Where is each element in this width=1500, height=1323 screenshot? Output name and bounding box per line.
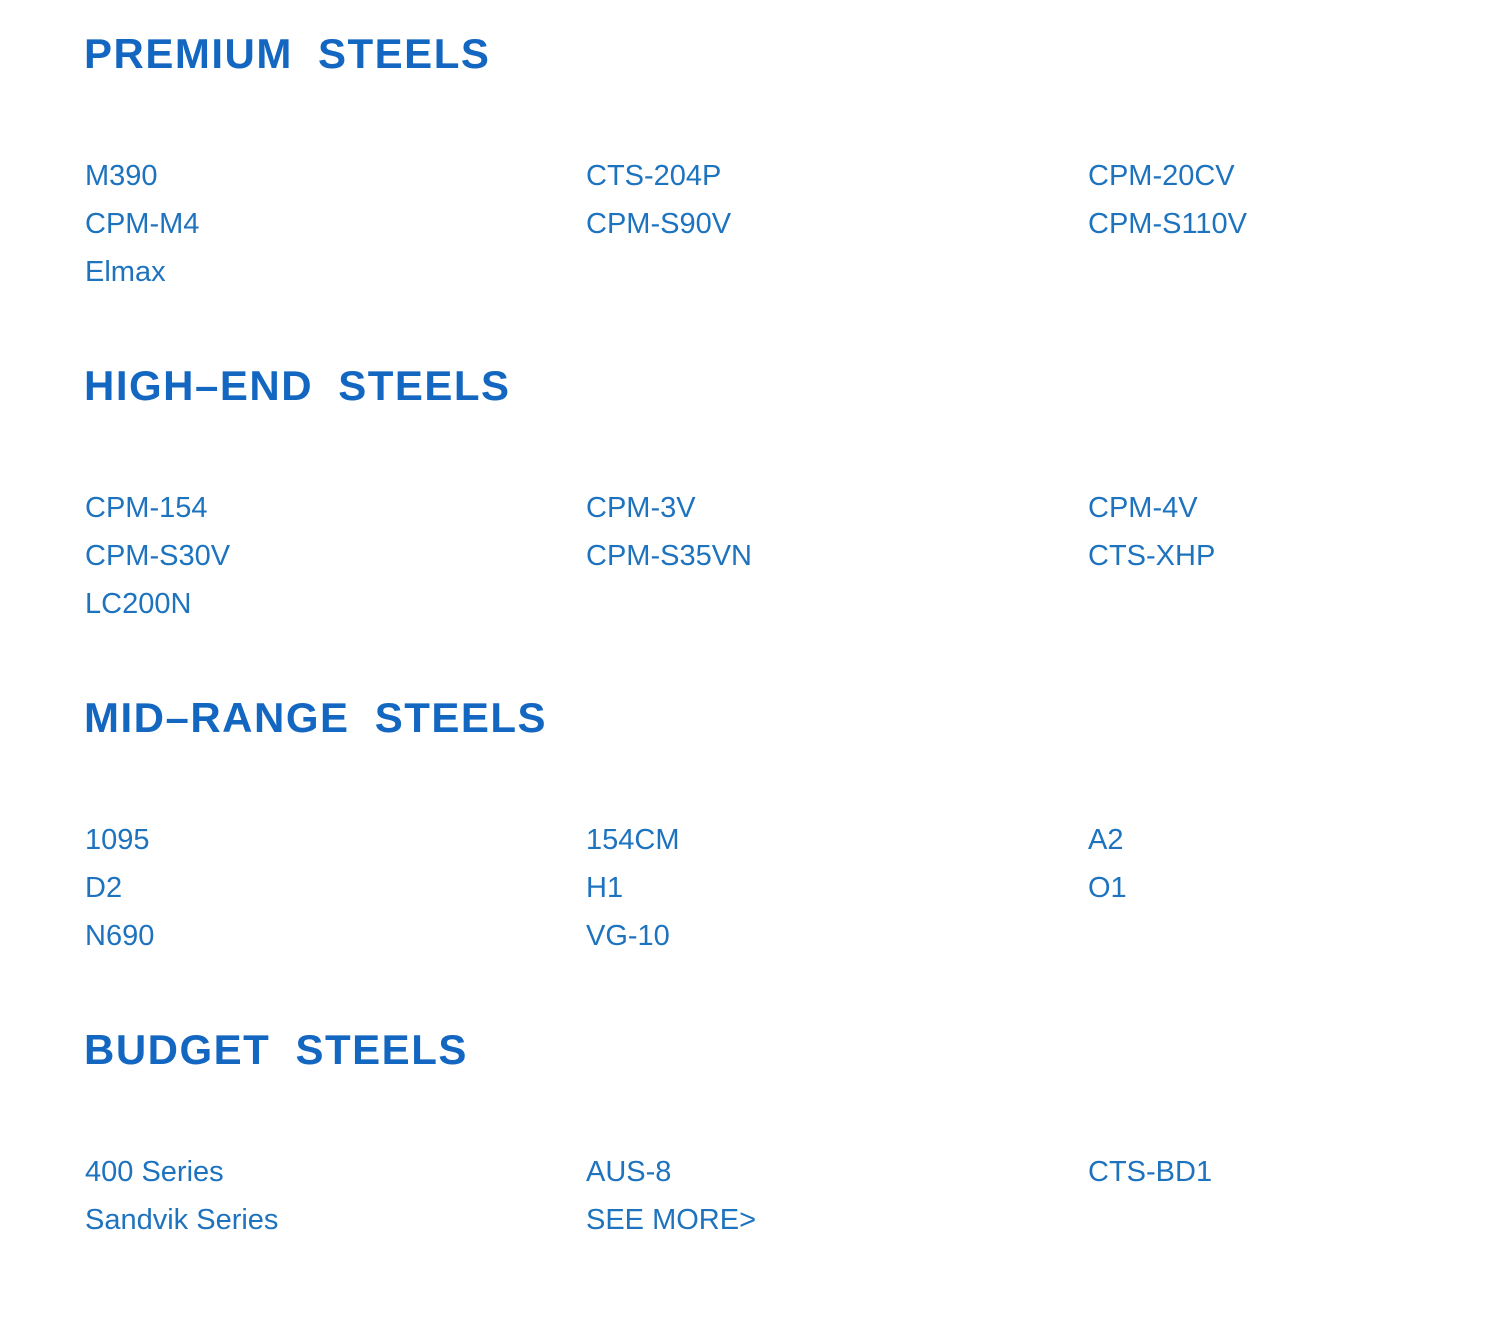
section-title-high-end: HIGH–END STEELS <box>84 362 511 409</box>
steel-link-elmax[interactable]: Elmax <box>85 256 166 288</box>
mid-range-col-3: A2 O1 <box>1087 816 1500 960</box>
mid-range-col-1: 1095 D2 N690 <box>84 816 585 960</box>
see-more-link[interactable]: SEE MORE> <box>586 1204 757 1236</box>
steel-link-sandvik-series[interactable]: Sandvik Series <box>85 1204 279 1236</box>
steel-link-cpm-4v[interactable]: CPM-4V <box>1088 492 1198 524</box>
high-end-col-3: CPM-4V CTS-XHP <box>1087 484 1500 628</box>
mid-range-col-2: 154CM H1 VG-10 <box>585 816 1087 960</box>
section-mid-range-steels: MID–RANGE STEELS 1095 D2 N690 154CM H1 V… <box>84 696 1500 960</box>
steel-link-cpm-m4[interactable]: CPM-M4 <box>85 208 200 240</box>
steel-link-cpm-20cv[interactable]: CPM-20CV <box>1088 160 1235 192</box>
steel-link-154cm[interactable]: 154CM <box>586 824 680 856</box>
steel-link-lc200n[interactable]: LC200N <box>85 588 192 620</box>
section-title-premium: PREMIUM STEELS <box>84 30 491 77</box>
steel-link-cpm-s90v[interactable]: CPM-S90V <box>586 208 732 240</box>
section-premium-steels: PREMIUM STEELS M390 CPM-M4 Elmax CTS-204… <box>84 32 1500 296</box>
steel-link-cpm-s30v[interactable]: CPM-S30V <box>85 540 231 572</box>
section-budget-steels: BUDGET STEELS 400 Series Sandvik Series … <box>84 1028 1500 1244</box>
steel-link-cpm-154[interactable]: CPM-154 <box>85 492 208 524</box>
steel-link-cpm-s110v[interactable]: CPM-S110V <box>1088 208 1248 240</box>
section-high-end-steels: HIGH–END STEELS CPM-154 CPM-S30V LC200N … <box>84 364 1500 628</box>
budget-links-grid: 400 Series Sandvik Series AUS-8 SEE MORE… <box>84 1148 1500 1244</box>
steel-link-1095[interactable]: 1095 <box>85 824 150 856</box>
high-end-col-1: CPM-154 CPM-S30V LC200N <box>84 484 585 628</box>
steel-link-h1[interactable]: H1 <box>586 872 624 904</box>
steel-link-cpm-3v[interactable]: CPM-3V <box>586 492 696 524</box>
section-title-budget: BUDGET STEELS <box>84 1026 468 1073</box>
steel-link-d2[interactable]: D2 <box>85 872 123 904</box>
premium-col-3: CPM-20CV CPM-S110V <box>1087 152 1500 296</box>
steel-link-400-series[interactable]: 400 Series <box>85 1156 224 1188</box>
budget-col-1: 400 Series Sandvik Series <box>84 1148 585 1244</box>
premium-col-1: M390 CPM-M4 Elmax <box>84 152 585 296</box>
high-end-col-2: CPM-3V CPM-S35VN <box>585 484 1087 628</box>
steel-link-cpm-s35vn[interactable]: CPM-S35VN <box>586 540 752 572</box>
steel-link-cts-xhp[interactable]: CTS-XHP <box>1088 540 1216 572</box>
premium-col-2: CTS-204P CPM-S90V <box>585 152 1087 296</box>
budget-col-2: AUS-8 SEE MORE> <box>585 1148 1087 1244</box>
steel-link-cts-204p[interactable]: CTS-204P <box>586 160 722 192</box>
steel-link-n690[interactable]: N690 <box>85 920 155 952</box>
mid-range-links-grid: 1095 D2 N690 154CM H1 VG-10 A2 O1 <box>84 816 1500 960</box>
premium-links-grid: M390 CPM-M4 Elmax CTS-204P CPM-S90V CPM-… <box>84 152 1500 296</box>
steel-link-vg-10[interactable]: VG-10 <box>586 920 670 952</box>
steel-link-cts-bd1[interactable]: CTS-BD1 <box>1088 1156 1213 1188</box>
steel-link-a2[interactable]: A2 <box>1088 824 1124 856</box>
section-title-mid-range: MID–RANGE STEELS <box>84 694 548 741</box>
steel-link-aus-8[interactable]: AUS-8 <box>586 1156 672 1188</box>
steel-link-m390[interactable]: M390 <box>85 160 158 192</box>
budget-col-3: CTS-BD1 <box>1087 1148 1500 1244</box>
high-end-links-grid: CPM-154 CPM-S30V LC200N CPM-3V CPM-S35VN… <box>84 484 1500 628</box>
steel-link-o1[interactable]: O1 <box>1088 872 1127 904</box>
